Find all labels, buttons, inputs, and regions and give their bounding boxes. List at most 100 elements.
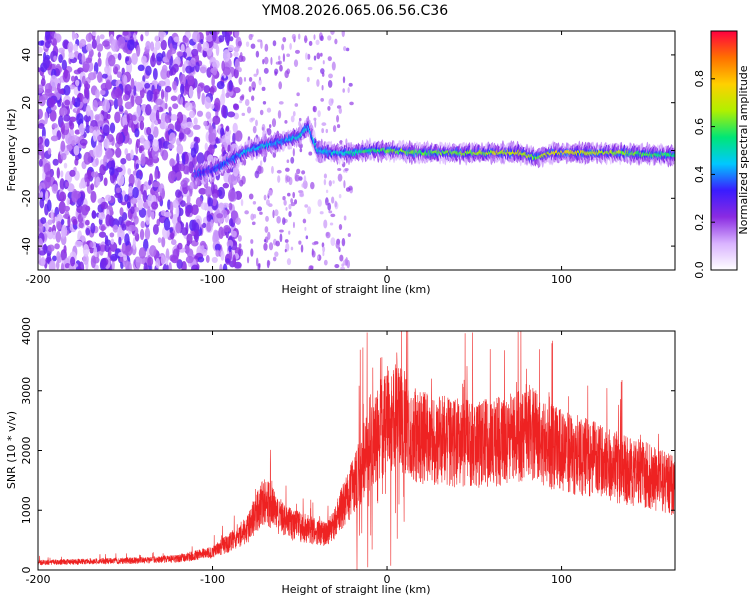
noise-blob [307,53,311,60]
noise-blob [172,103,179,110]
noise-blob [106,113,111,120]
noise-blob [38,84,44,94]
noise-blob [74,129,81,135]
noise-blob [220,250,225,261]
noise-blob [284,70,289,79]
noise-blob [237,235,242,242]
noise-blob [241,94,245,99]
noise-blob [268,242,274,251]
noise-blob [47,244,55,252]
noise-blob [212,115,221,125]
noise-blob [38,238,44,251]
noise-blob [134,95,143,106]
noise-blob [50,74,58,88]
noise-blob [169,201,174,214]
noise-blob [263,56,269,65]
noise-blob [163,217,171,231]
noise-blob [50,135,59,142]
noise-blob [65,181,70,187]
noise-blob [196,152,205,165]
noise-blob [274,68,279,75]
noise-blob [152,67,158,81]
noise-blob [160,255,166,265]
noise-blob [263,242,268,251]
noise-blob [54,243,60,250]
noise-blob [121,223,127,231]
noise-blob [142,75,146,83]
noise-blob [255,257,259,267]
noise-blob [214,243,221,252]
noise-blob [128,185,134,197]
noise-blob [95,157,99,166]
y-tick-label: 20 [20,96,33,110]
noise-blob [91,210,96,219]
noise-blob [184,101,193,111]
noise-blob [40,40,45,46]
noise-blob [186,233,193,245]
x-tick-label: 0 [384,273,391,286]
noise-blob [328,98,334,107]
noise-blob [334,200,338,208]
noise-blob [250,239,254,244]
noise-blob [259,109,264,116]
noise-blob [211,196,217,207]
noise-blob [252,125,257,134]
x-tick-label: 100 [551,573,572,586]
noise-blob [161,188,165,199]
noise-blob [257,263,261,270]
noise-blob [92,99,98,112]
noise-blob [161,64,168,73]
noise-blob [237,176,241,184]
noise-blob [314,119,317,128]
noise-blob [307,206,312,215]
noise-blob [137,197,144,211]
noise-blob [206,210,211,223]
noise-blob [228,202,233,211]
noise-blob [160,89,165,100]
noise-blob [83,114,91,123]
noise-blob [334,263,340,269]
noise-blob [332,125,337,133]
noise-blob [172,80,177,91]
noise-blob [98,231,107,238]
noise-blob [265,215,269,222]
noise-blob [332,180,335,184]
noise-blob [110,89,118,100]
noise-blob [216,81,225,90]
noise-blob [316,79,320,87]
noise-blob [63,245,67,254]
noise-blob [179,73,187,87]
colorbar-tick-label: 0.4 [693,166,706,184]
noise-blob [159,121,167,130]
noise-blob [58,201,66,215]
noise-blob [195,61,200,73]
noise-blob [285,175,291,182]
noise-blob [121,67,125,75]
noise-blob [109,241,118,253]
noise-blob [155,109,160,121]
noise-blob [246,106,252,114]
noise-blob [161,236,166,248]
noise-blob [288,204,292,210]
noise-blob [99,244,107,252]
snr-x-axis-label: Height of straight line (km) [281,583,430,596]
noise-blob [292,110,296,117]
noise-blob [193,117,198,125]
noise-blob [322,246,326,253]
noise-blob [97,51,102,58]
noise-blob [294,103,299,107]
noise-blob [245,41,250,47]
noise-blob [342,76,346,84]
noise-blob [38,250,46,256]
noise-blob [69,169,76,177]
noise-blob [67,183,75,193]
noise-blob [60,218,65,225]
noise-blob [41,244,48,251]
noise-blob [329,222,334,226]
noise-blob [286,159,290,164]
noise-blob [266,128,269,132]
noise-blob [291,33,297,40]
noise-blob [295,49,300,54]
noise-blob [323,259,328,266]
noise-blob [38,123,45,130]
